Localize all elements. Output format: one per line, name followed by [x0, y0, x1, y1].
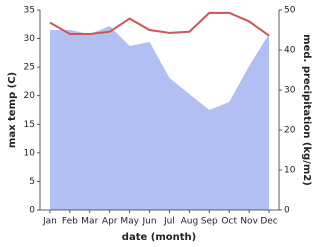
x-tick-label: Mar	[81, 217, 98, 227]
x-tick-label: Aug	[181, 217, 199, 227]
y-tick-label: 10	[24, 148, 36, 158]
y-axis-label: max temp (C)	[7, 72, 18, 148]
y2-tick-label: 0	[284, 206, 290, 216]
x-tick-label: Oct	[221, 217, 237, 227]
x-tick-label: Nov	[240, 217, 258, 227]
y2-axis-label: med. precipitation (kg/m2)	[301, 34, 312, 186]
x-tick-label: May	[120, 217, 139, 227]
y-tick-label: 15	[24, 120, 35, 130]
y2-tick-label: 10	[284, 166, 296, 176]
y-tick-label: 25	[24, 63, 35, 73]
y2-tick-label: 50	[284, 6, 296, 16]
y2-tick-label: 30	[284, 86, 296, 96]
x-tick-label: Jan	[42, 217, 57, 227]
x-tick-label: Feb	[62, 217, 78, 227]
x-tick-label: Sep	[201, 217, 218, 227]
y2-tick-label: 40	[284, 46, 296, 56]
x-axis-label: date (month)	[122, 232, 196, 243]
precipitation-area	[49, 26, 270, 210]
x-tick-label: Jul	[163, 217, 175, 227]
y-tick-label: 35	[24, 6, 35, 16]
y-tick-label: 0	[29, 206, 35, 216]
x-tick-label: Dec	[260, 217, 277, 227]
temp-line	[49, 11, 270, 37]
x-tick-label: Apr	[102, 217, 118, 227]
y-tick-label: 20	[24, 91, 36, 101]
y-tick-label: 5	[29, 177, 35, 187]
x-tick-label: Jun	[142, 217, 157, 227]
y-tick-label: 30	[24, 34, 36, 44]
y2-tick-label: 20	[284, 126, 296, 136]
